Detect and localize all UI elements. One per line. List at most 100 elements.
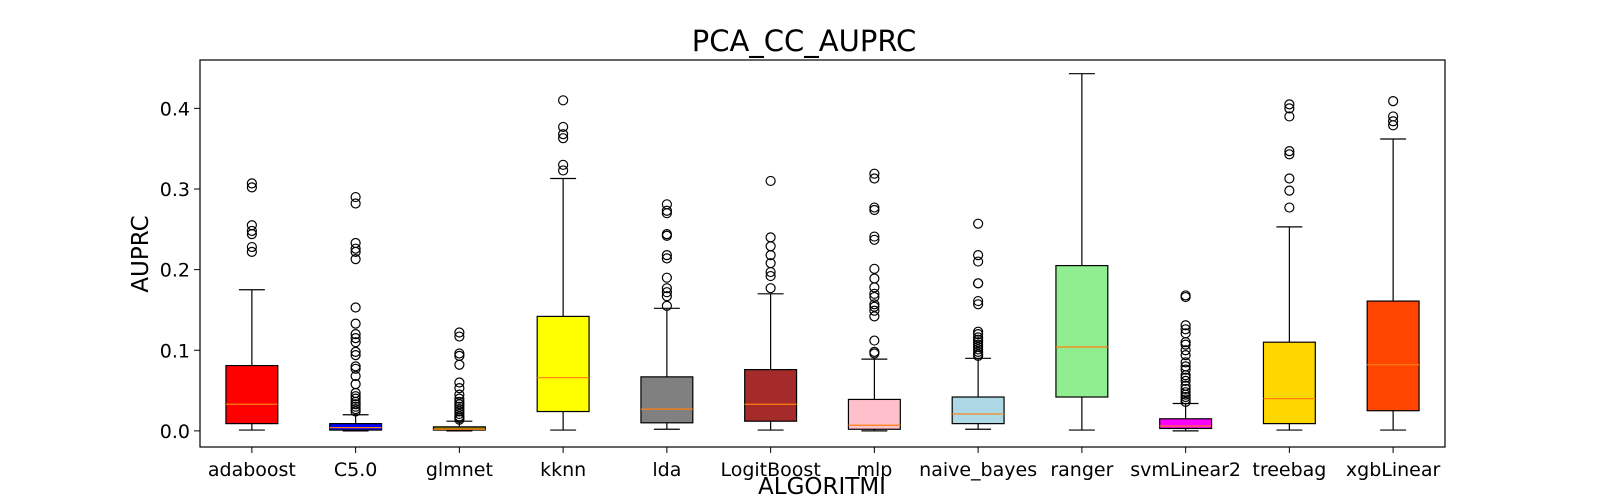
outlier-point (350, 254, 361, 265)
box-body (1159, 418, 1213, 430)
outlier-point (558, 165, 569, 176)
outlier-point (1180, 357, 1191, 368)
outlier-point (454, 359, 465, 370)
outlier-point (454, 377, 465, 388)
outlier-point (454, 327, 465, 338)
outlier-point (869, 202, 880, 213)
outlier-point (765, 270, 776, 282)
outlier-point (973, 295, 984, 307)
outlier-point (1180, 324, 1191, 335)
outlier-point (869, 273, 880, 284)
outlier-point (558, 129, 569, 140)
x-tick-label-xgblinear: xgbLinear (1346, 459, 1441, 481)
x-axis: adaboost C5.0 glmnet kknn lda LogitBoost mlp na… (208, 447, 1441, 481)
outlier-point (1180, 364, 1191, 375)
outlier-point (661, 205, 672, 216)
outlier-point (1284, 173, 1295, 184)
outlier-point (350, 243, 361, 254)
outlier-point (558, 121, 569, 133)
outlier-point (973, 329, 984, 340)
outlier-point (1284, 149, 1295, 160)
outlier-point (1180, 391, 1191, 403)
y-tick-label: 0.0 (160, 421, 190, 443)
outlier-point (661, 253, 672, 264)
outlier-point (1180, 396, 1191, 407)
outlier-point (973, 334, 984, 345)
outlier-point (661, 287, 672, 298)
outlier-point (1180, 370, 1191, 381)
x-tick-label-kknn: kknn (540, 459, 586, 481)
outlier-point (350, 391, 361, 402)
outlier-point (1284, 185, 1295, 196)
outlier-point (246, 225, 257, 237)
outlier-point (661, 283, 672, 294)
outlier-point (661, 208, 672, 219)
outlier-point (558, 159, 569, 170)
outlier-point (1180, 291, 1191, 303)
outlier-point (350, 198, 361, 209)
outlier-point (973, 350, 984, 361)
x-tick-label-naive-bayes: naive_bayes (919, 459, 1037, 481)
x-tick-label-c5-0: C5.0 (334, 459, 377, 481)
outlier-point (350, 333, 361, 344)
box-adaboost (225, 178, 279, 431)
outlier-point (1180, 349, 1191, 361)
box-body (1366, 300, 1420, 412)
outlier-point (661, 230, 672, 241)
outlier-point (454, 399, 465, 410)
outlier-point (869, 204, 880, 216)
outlier-point (765, 175, 776, 187)
outlier-point (661, 272, 672, 283)
outlier-point (765, 241, 776, 252)
outlier-point (973, 337, 984, 348)
outlier-point (869, 288, 880, 299)
outlier-point (1180, 389, 1191, 400)
box-body (640, 376, 694, 424)
outlier-point (973, 346, 984, 357)
box-naive-bayes (951, 218, 1005, 430)
outlier-point (973, 326, 984, 337)
box-body (225, 364, 279, 425)
outlier-point (1180, 387, 1191, 398)
box-glmnet (432, 327, 486, 432)
outlier-point (973, 332, 984, 343)
x-axis-title: ALGORITMI (758, 474, 886, 500)
outlier-point (350, 363, 361, 374)
box-mlp (847, 168, 901, 432)
outlier-point (973, 250, 984, 261)
outlier-point (246, 229, 257, 240)
outlier-point (1180, 345, 1191, 356)
outlier-point (558, 95, 569, 106)
y-tick-label: 0.2 (160, 260, 190, 282)
outlier-point (869, 231, 880, 242)
x-tick-label-adaboost: adaboost (208, 459, 296, 481)
outlier-point (350, 406, 361, 417)
outlier-point (973, 344, 984, 355)
outlier-point (869, 311, 880, 322)
outlier-point (869, 348, 880, 359)
chart-title: PCA_CC_AUPRC (692, 24, 917, 58)
outlier-point (869, 168, 880, 179)
outlier-point (869, 263, 880, 274)
outlier-point (246, 182, 257, 193)
box-c5-0 (329, 191, 383, 432)
outlier-point (869, 234, 880, 245)
x-tick-label-lda: lda (652, 459, 681, 481)
outlier-point (454, 331, 465, 342)
outlier-point (1180, 339, 1191, 350)
outlier-point (246, 246, 257, 257)
outlier-point (1284, 103, 1295, 114)
outlier-point (350, 191, 361, 203)
outlier-point (869, 173, 880, 184)
outlier-point (765, 283, 776, 294)
outlier-point (350, 393, 361, 404)
outlier-point (661, 250, 672, 261)
outlier-point (350, 370, 361, 382)
y-tick-label: 0.1 (160, 340, 190, 362)
box-kknn (536, 95, 590, 431)
box-body (1055, 264, 1109, 398)
outlier-point (1388, 116, 1399, 127)
outlier-point (1284, 202, 1295, 213)
